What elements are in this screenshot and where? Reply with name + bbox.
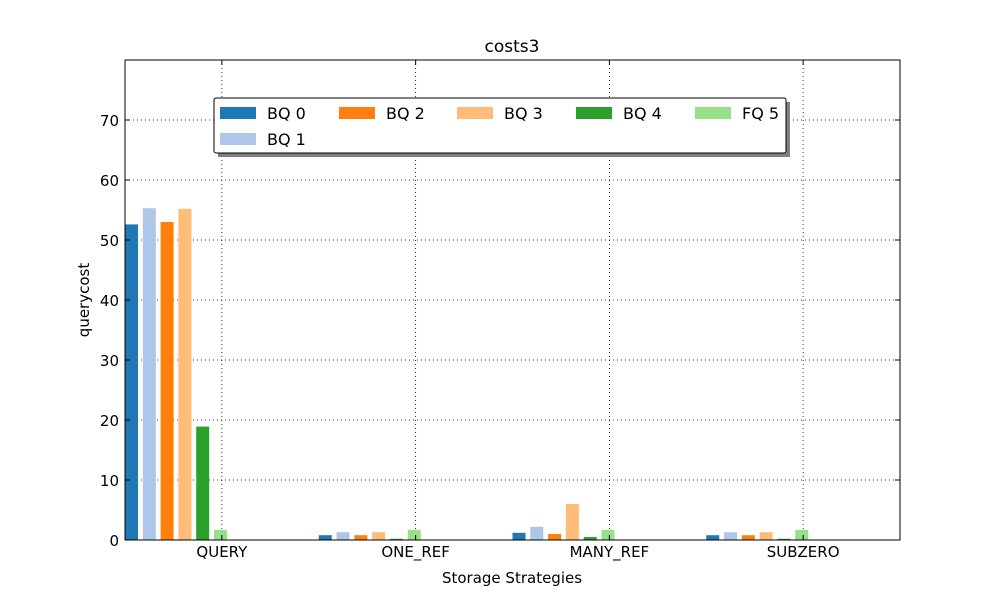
legend-swatch xyxy=(695,107,731,119)
bar xyxy=(372,532,386,540)
legend-swatch xyxy=(220,107,256,119)
y-tick-label: 20 xyxy=(100,412,119,430)
y-tick-label: 60 xyxy=(100,172,119,190)
x-tick-label: ONE_REF xyxy=(381,543,450,562)
y-tick-label: 40 xyxy=(100,292,119,310)
legend-swatch xyxy=(576,107,612,119)
y-tick-label: 0 xyxy=(109,532,119,550)
bar xyxy=(530,526,544,540)
bar xyxy=(142,208,156,540)
legend-swatch xyxy=(457,107,493,119)
y-axis-label: querycost xyxy=(75,263,93,338)
bar xyxy=(336,532,350,540)
bar xyxy=(583,537,597,540)
x-tick-label: QUERY xyxy=(196,543,248,561)
bar xyxy=(512,532,526,540)
bar xyxy=(196,426,210,540)
legend-label: BQ 1 xyxy=(267,130,306,149)
bar xyxy=(318,535,332,540)
x-axis-label: Storage Strategies xyxy=(442,569,582,587)
legend-label: BQ 4 xyxy=(623,104,662,123)
bar xyxy=(407,529,421,540)
bar xyxy=(389,538,403,540)
legend-label: BQ 3 xyxy=(504,104,543,123)
bar xyxy=(741,535,755,540)
y-tick-label: 50 xyxy=(100,232,119,250)
bar xyxy=(706,535,720,540)
bars xyxy=(125,208,809,541)
bar xyxy=(795,529,809,540)
bar xyxy=(125,224,138,540)
bar xyxy=(160,222,174,540)
legend-label: BQ 0 xyxy=(267,104,306,123)
x-tick-label: MANY_REF xyxy=(570,543,650,562)
bar xyxy=(601,529,615,540)
y-tick-label: 10 xyxy=(100,472,119,490)
bar xyxy=(565,504,579,540)
y-tick-label: 30 xyxy=(100,352,119,370)
bar xyxy=(178,208,192,541)
legend-label: BQ 2 xyxy=(386,104,425,123)
bar xyxy=(759,532,773,540)
chart-title: costs3 xyxy=(485,37,540,57)
bar xyxy=(548,534,562,540)
legend-label: FQ 5 xyxy=(742,104,779,123)
bar xyxy=(354,535,368,540)
legend-swatch xyxy=(220,133,256,145)
bar xyxy=(724,532,738,540)
y-tick-label: 70 xyxy=(100,112,119,130)
axis-ticks: 0 10 20 30 40 50 60 70 QUERY ONE_REF MANY_REF SUBZE… xyxy=(100,60,900,562)
x-tick-label: SUBZERO xyxy=(767,543,840,561)
legend-swatch xyxy=(339,107,375,119)
bar xyxy=(777,538,791,540)
legend: BQ 0 BQ 1 BQ 2 BQ 3 BQ 4 FQ 5 xyxy=(213,97,790,157)
bar xyxy=(214,529,227,540)
